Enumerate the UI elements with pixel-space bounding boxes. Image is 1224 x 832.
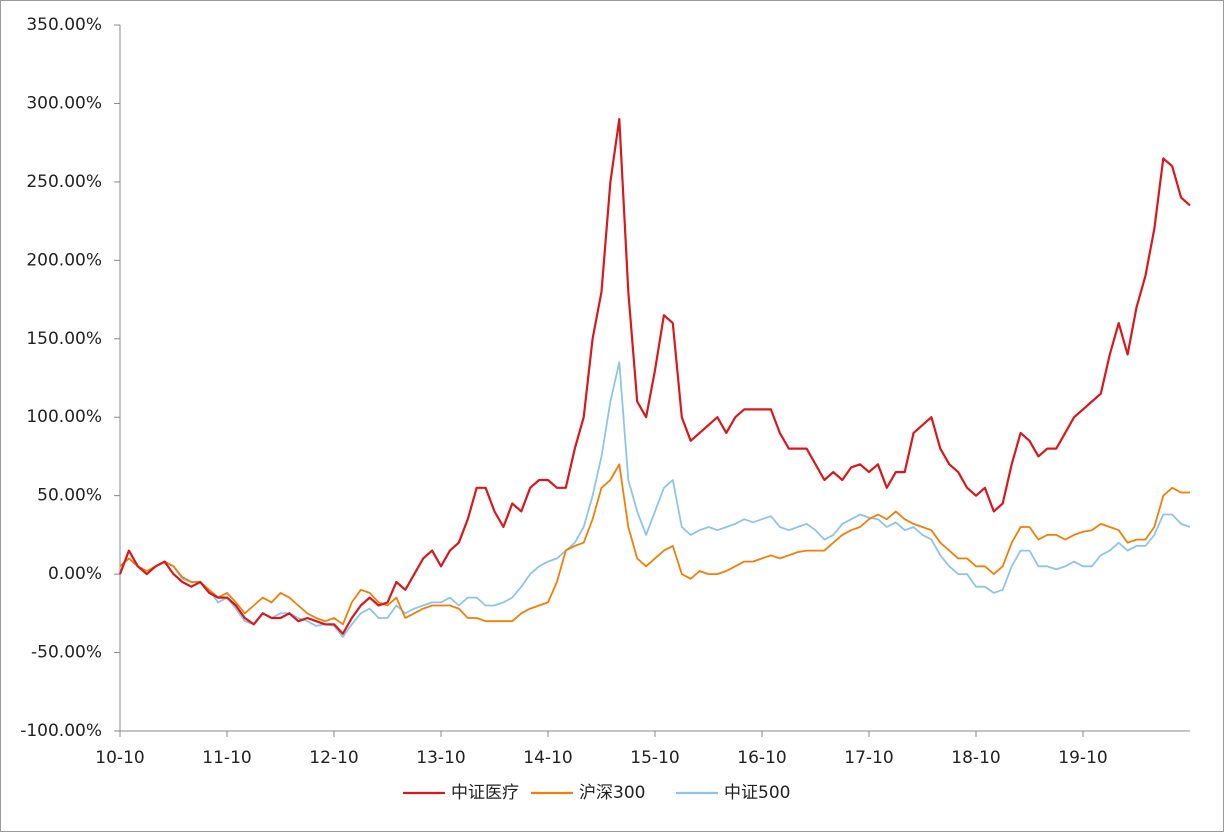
x-tick-label: 12-10 — [309, 748, 358, 768]
x-tick-label: 14-10 — [523, 748, 572, 768]
x-tick-label: 11-10 — [202, 748, 251, 768]
x-tick-label: 19-10 — [1058, 748, 1107, 768]
legend-label: 沪深300 — [579, 783, 645, 803]
y-tick-label: 0.00% — [48, 564, 102, 584]
y-tick-label: 50.00% — [37, 486, 102, 506]
x-tick-label: 10-10 — [95, 748, 144, 768]
x-tick-label: 17-10 — [844, 748, 893, 768]
y-tick-label: 150.00% — [26, 329, 102, 349]
x-tick-label: 13-10 — [416, 748, 465, 768]
y-tick-label: 350.00% — [26, 15, 102, 35]
y-tick-label: -50.00% — [31, 643, 102, 663]
legend-label: 中证医疗 — [451, 783, 519, 803]
line-series — [119, 361, 1191, 638]
x-tick-label: 18-10 — [951, 748, 1000, 768]
x-tick-label: 15-10 — [630, 748, 679, 768]
y-tick-label: 200.00% — [26, 250, 102, 270]
line-series — [118, 117, 1191, 635]
y-tick-label: -100.00% — [20, 721, 102, 741]
y-tick-label: 100.00% — [26, 407, 102, 427]
x-tick-label: 16-10 — [737, 748, 786, 768]
y-tick-label: 300.00% — [26, 93, 102, 113]
line-series — [119, 463, 1190, 626]
legend-label: 中证500 — [724, 783, 790, 803]
y-tick-label: 250.00% — [26, 172, 102, 192]
